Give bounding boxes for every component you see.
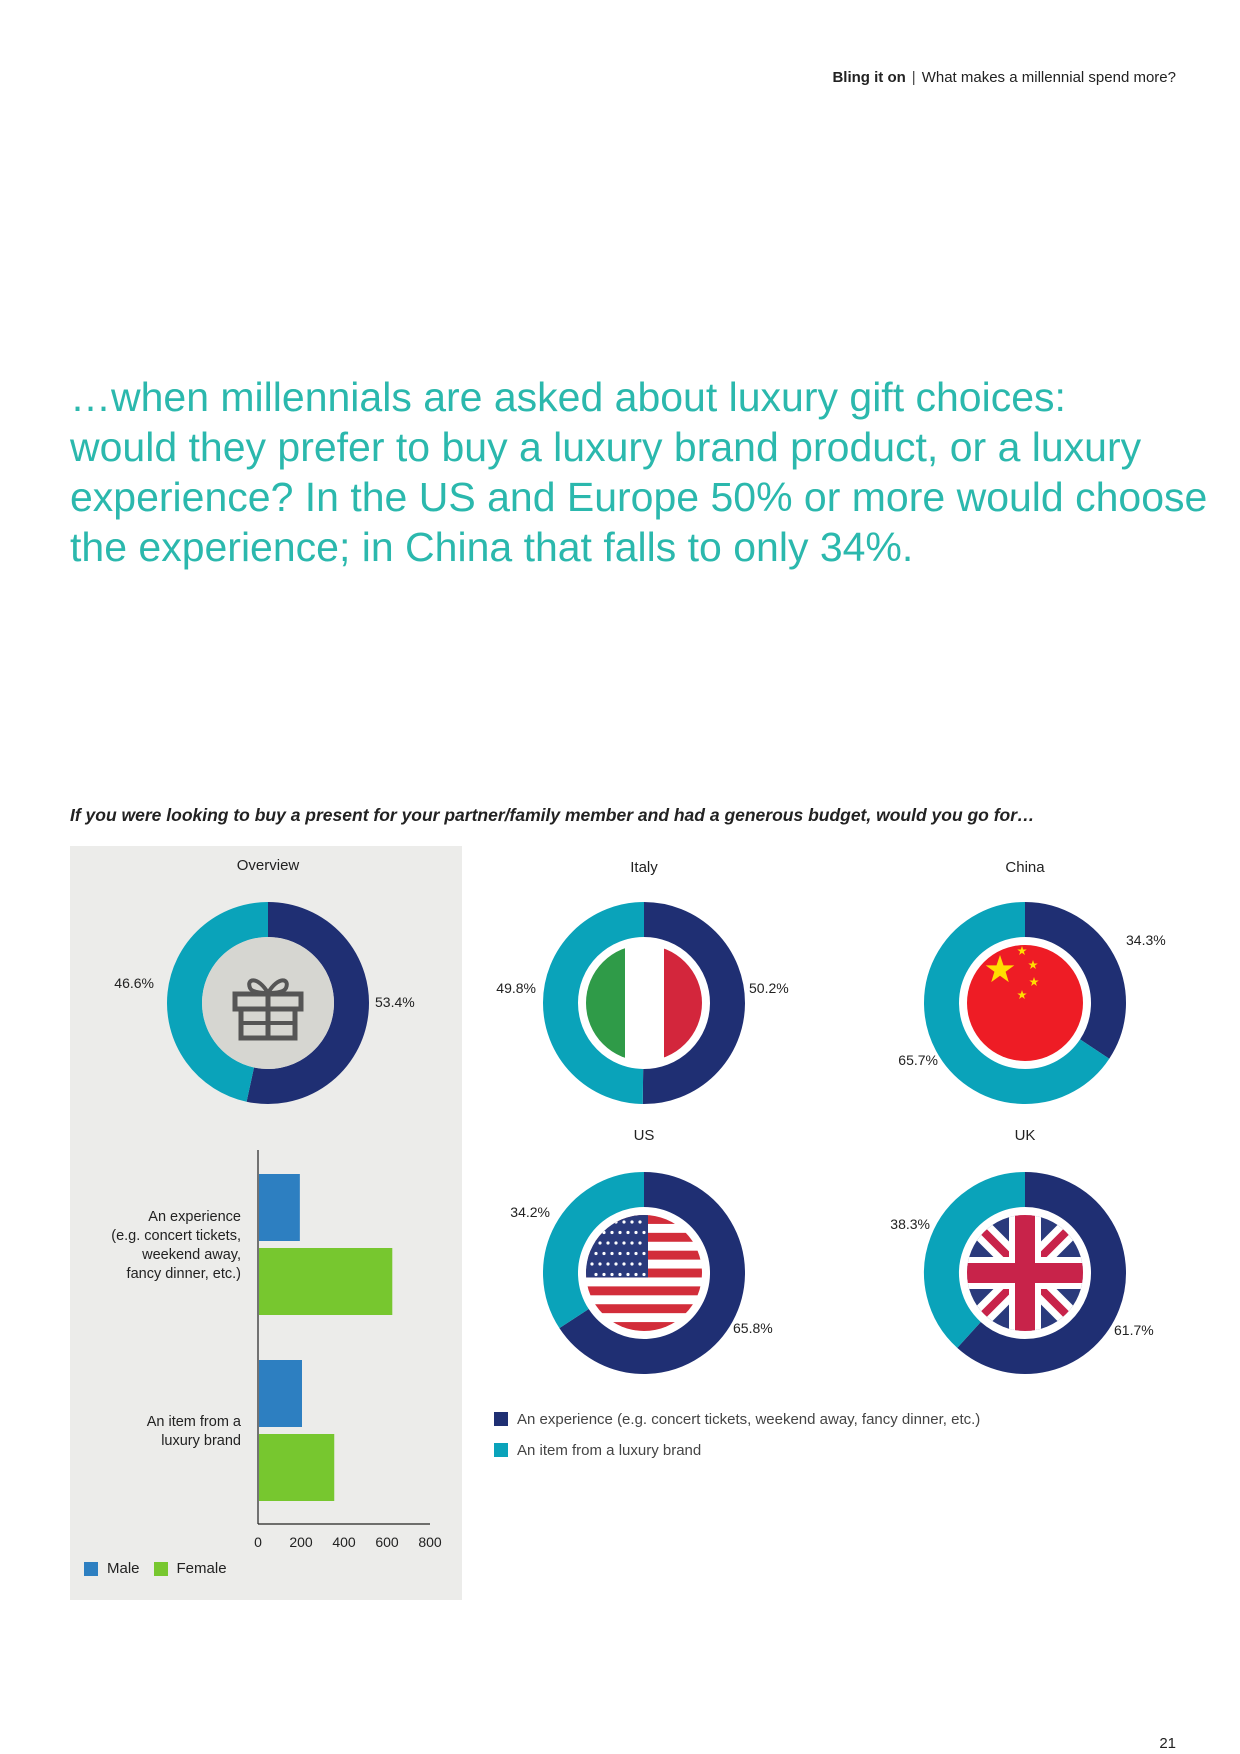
category-label: luxury brand [161, 1433, 241, 1449]
x-tick-label: 600 [375, 1534, 399, 1550]
headline-line: would they prefer to buy a luxury brand … [70, 424, 1142, 470]
donut-chart-uk: 61.7% 38.3% UK [890, 1127, 1154, 1374]
chart-title: US [634, 1127, 655, 1144]
chart-title: Overview [237, 857, 300, 874]
uk-flag-icon [961, 1209, 1089, 1337]
bar-female [259, 1434, 335, 1501]
donut-slice-experience [246, 902, 369, 1104]
legend-item-experience: An experience (e.g. concert tickets, wee… [494, 1409, 980, 1429]
italy-flag-icon [580, 939, 708, 1067]
donut-slice-luxury-brand [543, 902, 645, 1104]
bar-legend: Male Female [84, 1560, 227, 1577]
donut-slice-experience [559, 1172, 745, 1374]
x-tick-label: 0 [254, 1534, 262, 1550]
chart-title: UK [1015, 1127, 1036, 1144]
gender-bar-chart: An experience (e.g. concert tickets, weeke… [111, 1150, 442, 1550]
donut-slice-experience [957, 1172, 1126, 1374]
data-label: 46.6% [114, 975, 154, 991]
donut-slice-luxury-brand [924, 1172, 1026, 1348]
header-subtitle: What makes a millennial spend more? [921, 69, 1176, 86]
legend-swatch-luxury-brand [494, 1443, 508, 1457]
category-label: An experience [148, 1209, 241, 1225]
category-label: fancy dinner, etc.) [127, 1266, 241, 1282]
category-label: weekend away, [141, 1247, 241, 1263]
headline-line: …when millennials are asked about luxury… [70, 374, 1066, 420]
bar-male [259, 1174, 300, 1241]
x-tick-label: 400 [332, 1534, 356, 1550]
donut-chart-us: 65.8% 34.2% US [510, 1127, 773, 1374]
data-label: 61.7% [1114, 1322, 1154, 1338]
data-label: 49.8% [496, 980, 536, 996]
category-label: An item from a [147, 1414, 242, 1430]
gift-icon [202, 937, 334, 1069]
legend-label-male: Male [107, 1560, 140, 1577]
data-label: 38.3% [890, 1216, 930, 1232]
header-brand: Bling it on [832, 69, 906, 86]
legend-swatch-experience [494, 1412, 508, 1426]
donut-slice-luxury-brand [167, 902, 269, 1102]
category-label: (e.g. concert tickets, [111, 1228, 241, 1244]
china-flag-icon [961, 939, 1089, 1067]
donut-slice-luxury-brand [924, 902, 1110, 1104]
survey-question: If you were looking to buy a present for… [70, 805, 1035, 825]
headline: …when millennials are asked about luxury… [70, 372, 1208, 572]
us-flag-icon [580, 1209, 708, 1337]
headline-line: experience? In the US and Europe 50% or … [70, 474, 1208, 520]
page-header: Bling it on | What makes a millennial spen… [832, 69, 1176, 86]
header-separator: | [911, 69, 916, 86]
data-label: 65.7% [898, 1052, 938, 1068]
data-label: 65.8% [733, 1320, 773, 1336]
donut-slice-luxury-brand [543, 1172, 645, 1329]
page-number: 21 [1159, 1735, 1176, 1752]
donut-slice-experience [1024, 902, 1126, 1059]
bar-female [259, 1248, 393, 1315]
legend-swatch-male [84, 1561, 98, 1576]
data-label: 34.2% [510, 1204, 550, 1220]
chart-title: China [1005, 859, 1045, 876]
legend-item-luxury-brand: An item from a luxury brand [494, 1440, 980, 1460]
legend-label-experience: An experience (e.g. concert tickets, wee… [517, 1410, 981, 1428]
headline-line: the experience; in China that falls to o… [70, 524, 914, 570]
x-tick-label: 200 [289, 1534, 313, 1550]
legend-label-female: Female [176, 1560, 227, 1577]
donut-chart-italy: 50.2% 49.8% Italy [496, 859, 789, 1104]
bar-male [259, 1360, 302, 1427]
donut-chart-china: 34.3% 65.7% China [898, 859, 1166, 1104]
data-label: 34.3% [1126, 932, 1166, 948]
legend-swatch-female [153, 1561, 168, 1576]
data-label: 50.2% [749, 980, 789, 996]
donut-chart-overview: 53.4% 46.6% Overview [114, 857, 415, 1104]
donut-legend: An experience (e.g. concert tickets, wee… [494, 1409, 980, 1471]
donut-slice-experience [642, 901, 746, 1104]
x-tick-label: 800 [418, 1534, 442, 1550]
chart-title: Italy [630, 859, 658, 876]
legend-label-luxury-brand: An item from a luxury brand [517, 1441, 702, 1459]
data-label: 53.4% [375, 994, 415, 1010]
